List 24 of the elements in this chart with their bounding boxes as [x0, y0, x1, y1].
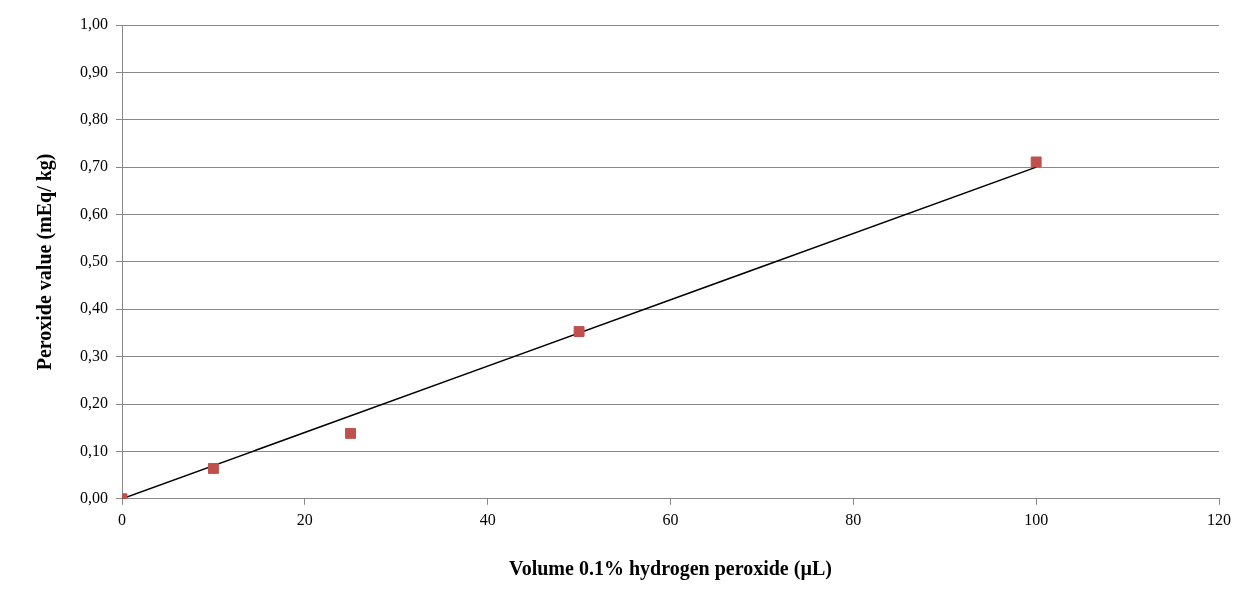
x-axis-title: Volume 0.1% hydrogen peroxide (µL) [509, 557, 832, 581]
y-tick-label: 0,00 [80, 489, 108, 506]
y-tick-label: 0,30 [80, 346, 108, 364]
y-tick-label: 1,00 [80, 15, 108, 33]
x-tick-label: 0 [118, 510, 126, 528]
y-axis-title: Peroxide value (mEq/ kg) [33, 153, 57, 371]
y-tick-label: 0,80 [80, 109, 108, 127]
x-tick-label: 40 [479, 510, 496, 528]
y-tick-label: 0,40 [80, 299, 108, 317]
x-tick-label: 120 [1207, 510, 1231, 528]
y-tick-label: 0,10 [80, 441, 108, 459]
point [207, 463, 219, 474]
y-tick-label: 0,50 [80, 252, 108, 270]
point [573, 326, 585, 337]
x-tick-label: 60 [662, 510, 679, 528]
x-tick-label: 20 [296, 510, 313, 528]
y-tick-label: 0,60 [80, 204, 108, 222]
x-tick-label: 80 [845, 510, 862, 528]
y-tick-label: 0,70 [80, 157, 108, 175]
point [345, 427, 356, 439]
y-tick-label: 0,20 [80, 394, 108, 412]
point [1030, 156, 1042, 168]
y-tick-label: 0,90 [80, 62, 108, 80]
x-tick-label: 100 [1024, 510, 1049, 528]
